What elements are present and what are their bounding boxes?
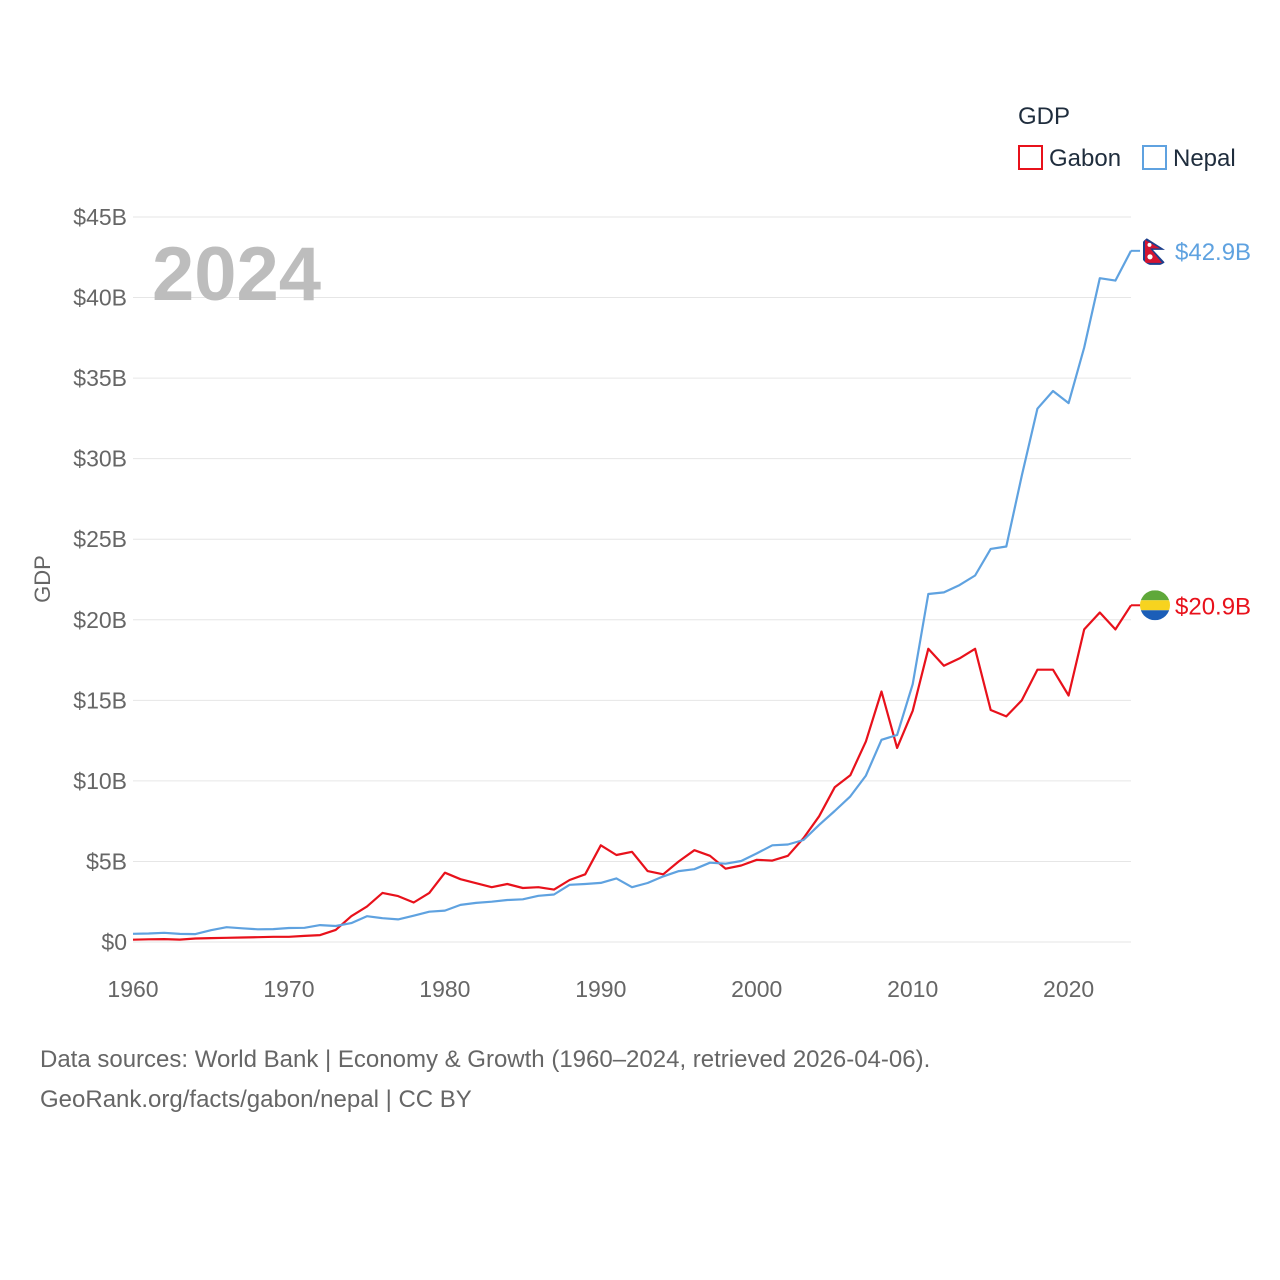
series-end-markers: $20.9B $42.9B: [1131, 235, 1251, 621]
y-tick-label: $45B: [73, 204, 127, 230]
x-tick-label: 1990: [575, 976, 626, 1002]
y-tick-label: $5B: [86, 848, 127, 874]
y-tick-label: $25B: [73, 526, 127, 552]
y-axis-ticks: $0 $5B $10B $15B $20B $25B $30B $35B $40B $45B: [73, 204, 127, 955]
y-tick-label: $40B: [73, 285, 127, 311]
grid-lines: [133, 216, 1131, 943]
series-line-gabon[interactable]: [132, 604, 1132, 941]
x-tick-label: 1960: [107, 976, 158, 1002]
legend-label-gabon[interactable]: Gabon: [1049, 145, 1121, 172]
y-tick-label: $35B: [73, 365, 127, 391]
legend-swatch-gabon[interactable]: [1018, 145, 1043, 170]
end-value-label-nepal: $42.9B: [1175, 239, 1251, 266]
source-note: Data sources: World Bank | Economy & Gro…: [40, 1040, 1240, 1120]
end-value-label-gabon: $20.9B: [1175, 593, 1251, 620]
x-tick-label: 1970: [263, 976, 314, 1002]
source-line-1: Data sources: World Bank | Economy & Gro…: [40, 1046, 931, 1073]
y-tick-label: $0: [101, 929, 127, 955]
legend: GDP Gabon Nepal: [1018, 103, 1236, 172]
legend-label-nepal[interactable]: Nepal: [1173, 145, 1236, 172]
source-line-2[interactable]: GeoRank.org/facts/gabon/nepal | CC BY: [40, 1086, 472, 1113]
y-tick-label: $15B: [73, 687, 127, 713]
gabon-flag-icon: [1140, 590, 1170, 621]
x-axis-ticks: 1960 1970 1980 1990 2000 2010 2020: [107, 976, 1094, 1002]
y-tick-label: $20B: [73, 607, 127, 633]
gdp-line-chart: $0 $5B $10B $15B $20B $25B $30B $35B $40B $45B 19…: [30, 103, 1251, 1002]
legend-title: GDP: [1018, 103, 1070, 130]
nepal-flag-icon: [1140, 235, 1170, 266]
y-tick-label: $30B: [73, 446, 127, 472]
series-lines: [132, 250, 1132, 941]
y-tick-label: $10B: [73, 768, 127, 794]
year-label: 2024: [152, 232, 321, 317]
x-tick-label: 2000: [731, 976, 782, 1002]
series-line-nepal[interactable]: [132, 250, 1132, 936]
x-tick-label: 1980: [419, 976, 470, 1002]
x-tick-label: 2010: [887, 976, 938, 1002]
legend-swatch-nepal[interactable]: [1142, 145, 1167, 170]
x-tick-label: 2020: [1043, 976, 1094, 1002]
y-axis-title: GDP: [30, 555, 55, 603]
